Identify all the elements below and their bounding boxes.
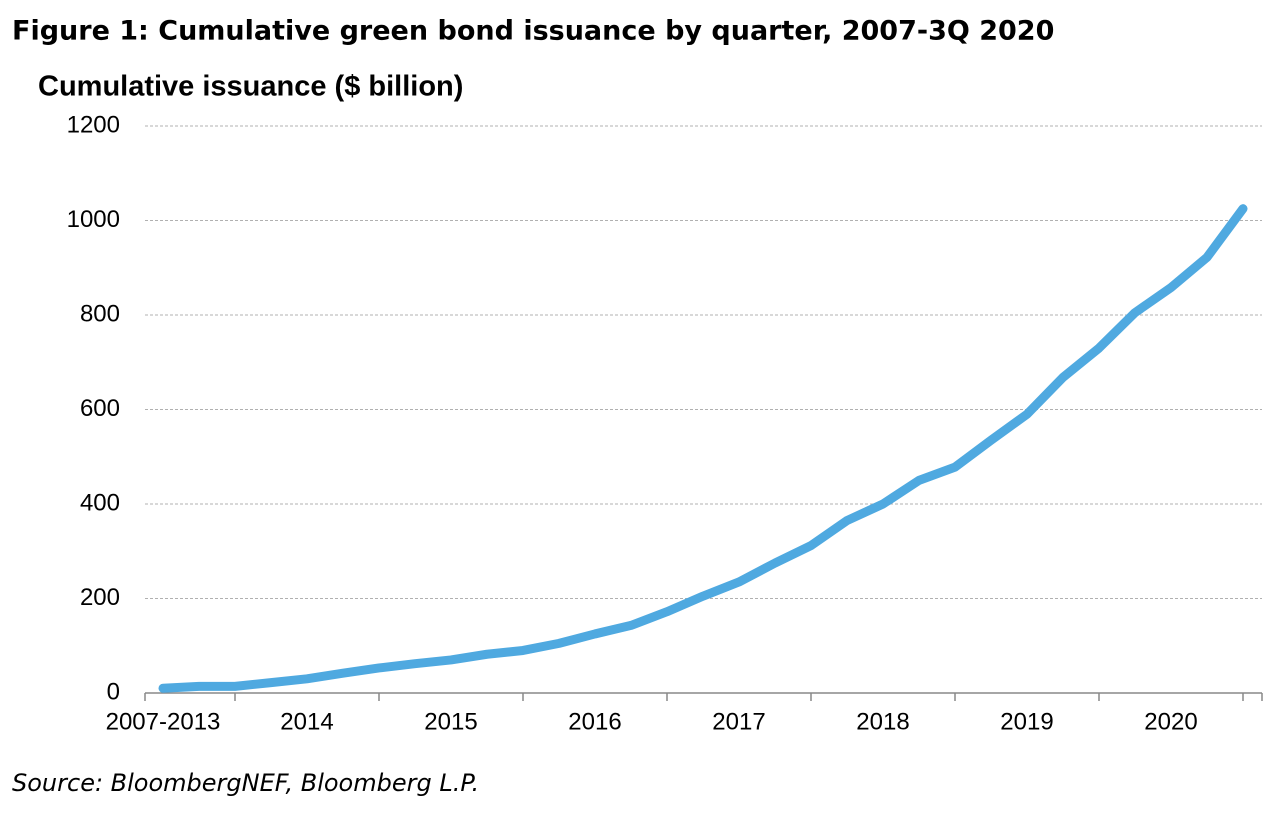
y-axis-label: Cumulative issuance ($ billion) (38, 71, 463, 103)
x-tick-label: 2017 (712, 708, 765, 735)
y-tick-label: 1000 (67, 206, 120, 233)
y-tick-label: 200 (80, 584, 120, 611)
x-tick-label: 2018 (856, 708, 909, 735)
x-tick-label: 2007-2013 (106, 708, 221, 735)
chart-title: Figure 1: Cumulative green bond issuance… (12, 16, 1054, 47)
x-tick-label: 2014 (280, 708, 333, 735)
source-note: Source: BloombergNEF, Bloomberg L.P. (12, 769, 479, 797)
data-line (158, 204, 1248, 693)
x-tick-label: 2016 (568, 708, 621, 735)
y-tick-label: 600 (80, 395, 120, 422)
y-tick-label: 800 (80, 300, 120, 327)
x-tick-label: 2015 (424, 708, 477, 735)
y-tick-label: 0 (107, 678, 120, 705)
x-tick-label: 2020 (1144, 708, 1197, 735)
x-tick-label: 2019 (1000, 708, 1053, 735)
y-tick-label: 400 (80, 489, 120, 516)
y-tick-label: 1200 (67, 111, 120, 138)
